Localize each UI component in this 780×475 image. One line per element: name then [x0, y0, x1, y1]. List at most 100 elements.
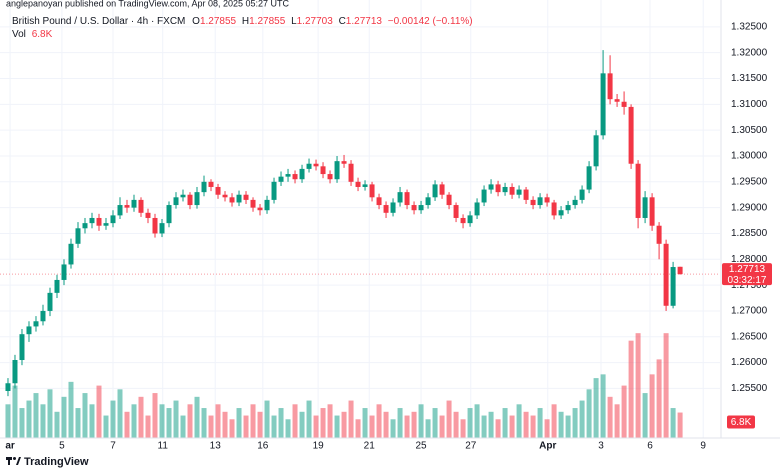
y-tick-label: 1.27000 [731, 306, 768, 317]
volume-axis-label: 6.8K [731, 417, 752, 428]
candle-body [663, 243, 669, 306]
volume-bar [110, 400, 116, 438]
candle-body [509, 186, 515, 195]
candle-body [131, 199, 137, 208]
candle-body [103, 223, 109, 226]
candle-body [222, 194, 228, 198]
candle-body [173, 197, 179, 206]
x-tick-label: 13 [210, 441, 222, 452]
candle-body [68, 243, 74, 265]
last-price-label: 1.27713 [729, 264, 766, 275]
candle-body [432, 184, 438, 198]
volume-bar [390, 419, 396, 438]
y-tick-label: 1.25500 [731, 383, 768, 394]
candle-body [257, 207, 263, 211]
x-tick-label: Apr [539, 441, 556, 452]
volume-bar [418, 404, 424, 438]
volume-bar [558, 411, 564, 438]
volume-bar [446, 400, 452, 438]
candle-body [446, 194, 452, 206]
volume-bar [19, 408, 25, 438]
volume-value: 6.8K [32, 29, 53, 40]
ohlc-value: 1.27703 [297, 16, 334, 27]
volume-bar [509, 415, 515, 438]
x-tick-label: 27 [465, 441, 477, 452]
volume-bar [481, 415, 487, 438]
candle-body [208, 181, 214, 187]
volume-bar [635, 333, 641, 438]
candle-body [334, 161, 340, 180]
volume-bar [670, 408, 676, 438]
volume-bar [495, 419, 501, 438]
candle-body [425, 197, 431, 206]
candle-body [313, 163, 319, 167]
candle-body [96, 217, 102, 226]
candle-body [607, 73, 613, 100]
volume-bar [12, 385, 18, 438]
volume-bar [327, 404, 333, 438]
candle-body [565, 205, 571, 211]
volume-bar [5, 404, 11, 438]
volume-bar [621, 385, 627, 438]
candle-body [89, 217, 95, 224]
candle-body [677, 266, 683, 275]
candle-body [33, 321, 39, 327]
volume-bar [600, 374, 606, 438]
candle-body [502, 186, 508, 193]
volume-bar [264, 400, 270, 438]
volume-bar [677, 412, 683, 438]
volume-bar [467, 408, 473, 438]
volume-bar [579, 400, 585, 438]
y-tick-label: 1.29500 [731, 176, 768, 187]
candle-body [495, 184, 501, 193]
candle-body [75, 228, 81, 244]
candle-body [236, 194, 242, 203]
volume-bar [460, 419, 466, 438]
candle-body [264, 199, 270, 211]
candle-body [516, 189, 522, 195]
candle-body [439, 184, 445, 195]
ohlc-value: 1.27713 [346, 16, 383, 27]
candle-body [306, 163, 312, 169]
volume-bar [250, 404, 256, 438]
brand-logo [6, 457, 21, 465]
x-tick-label: 25 [415, 441, 427, 452]
legend-line: British Pound / U.S. Dollar · 4h · FXCM … [12, 16, 473, 27]
x-tick-label: 21 [364, 441, 376, 452]
candle-body [579, 189, 585, 200]
countdown: 03:32:17 [728, 275, 767, 286]
volume-bar [292, 404, 298, 438]
volume-bar [628, 340, 634, 438]
y-tick-label: 1.26500 [731, 331, 768, 342]
candle-body [320, 166, 326, 175]
y-tick-label: 1.31000 [731, 99, 768, 110]
candle-body [138, 199, 144, 213]
volume-bar [649, 374, 655, 438]
candle-body [404, 192, 410, 206]
candle-body [467, 215, 473, 224]
y-tick-label: 1.28000 [731, 254, 768, 265]
symbol: British Pound / U.S. Dollar · 4h · FXCM [12, 16, 185, 27]
volume-bar [47, 389, 53, 438]
y-tick-label: 1.31500 [731, 73, 768, 84]
volume-bar [285, 419, 291, 438]
volume-bar [355, 419, 361, 438]
ohlc-value: 1.27855 [200, 16, 237, 27]
volume-bar [383, 411, 389, 438]
volume-bar [607, 396, 613, 438]
candle-body [376, 197, 382, 206]
volume-bar [425, 419, 431, 438]
candle-body [362, 184, 368, 187]
candle-body [19, 334, 25, 361]
volume-bar [194, 396, 200, 438]
candle-body [201, 181, 207, 193]
ohlc-label: L [291, 16, 297, 27]
candle-body [61, 264, 67, 280]
volume-bar [278, 408, 284, 438]
volume-bar [271, 415, 277, 438]
candle-body [180, 194, 186, 198]
candle-body [593, 135, 599, 167]
candle-body [215, 186, 221, 195]
candle-body [82, 223, 88, 229]
